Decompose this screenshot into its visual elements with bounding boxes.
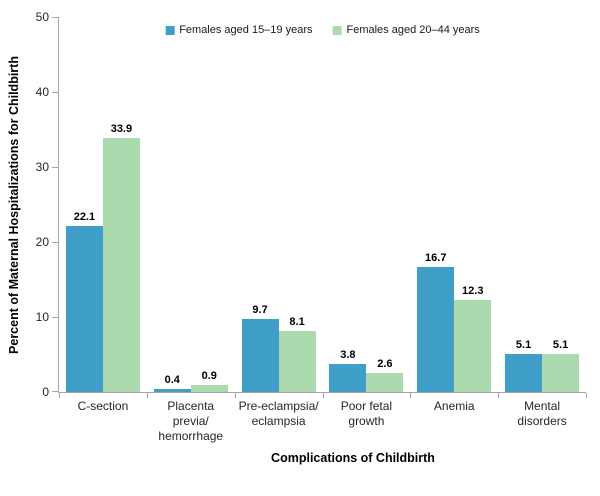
x-tick-mark	[410, 393, 411, 398]
bar-value-label: 9.7	[252, 304, 268, 317]
bar-series-1	[417, 266, 455, 392]
y-tick-label: 40	[35, 85, 49, 99]
bar-series-2	[102, 137, 140, 392]
legend-label: Females aged 20–44 years	[346, 24, 480, 36]
bar-value-label: 3.8	[340, 348, 356, 361]
bar-value-label: 12.3	[462, 284, 484, 297]
y-tick-mark	[52, 242, 58, 243]
y-tick-label: 20	[35, 235, 49, 249]
y-tick-label: 10	[35, 310, 49, 324]
y-tick-mark	[52, 391, 58, 392]
y-tick-label: 50	[35, 10, 49, 24]
bar-value-label: 0.9	[201, 370, 217, 383]
x-category-label: Mental disorders	[517, 399, 567, 428]
y-tick-mark	[52, 17, 58, 18]
y-tick-mark	[52, 317, 58, 318]
bar-series-2	[454, 299, 492, 392]
y-tick-mark	[52, 92, 58, 93]
x-tick-mark	[498, 393, 499, 398]
x-category-label: Placenta previa/ hemorrhage	[158, 399, 224, 443]
legend: Females aged 15–19 years Females aged 20–…	[165, 24, 480, 36]
bar-value-label: 33.9	[110, 122, 133, 135]
x-category-label: Anemia	[433, 399, 475, 413]
bar-value-label: 5.1	[552, 338, 569, 351]
y-axis-title: Percent of Maternal Hospitalizations for…	[7, 56, 21, 354]
bar-value-label: 16.7	[425, 251, 447, 264]
legend-swatch-icon	[332, 25, 342, 35]
x-tick-mark	[586, 393, 587, 398]
bar-value-label: 8.1	[289, 316, 305, 329]
bar-series-1	[153, 389, 191, 392]
bar-series-2	[190, 385, 228, 392]
x-tick-mark	[59, 393, 60, 398]
x-category-label: Pre-eclampsia/ eclampsia	[238, 399, 319, 428]
x-category-label: Poor fetal growth	[340, 399, 393, 428]
y-tick-label: 30	[35, 160, 49, 174]
legend-item: Females aged 15–19 years	[165, 24, 313, 36]
bar-value-label: 2.6	[377, 357, 393, 370]
x-tick-mark	[323, 393, 324, 398]
bar-value-label: 22.1	[73, 211, 96, 224]
bar-series-2	[366, 372, 404, 392]
legend-item: Females aged 20–44 years	[332, 24, 480, 36]
bar-series-1	[505, 353, 543, 392]
bar-value-label: 5.1	[515, 338, 532, 351]
legend-label: Females aged 15–19 years	[179, 24, 313, 36]
y-tick-mark	[52, 167, 58, 168]
bar-value-label: 0.4	[164, 374, 180, 386]
legend-swatch-icon	[165, 25, 175, 35]
bar-series-2	[542, 353, 580, 392]
plot-area: Females aged 15–19 years Females aged 20–…	[36, 10, 587, 443]
x-category-label: C-section	[77, 399, 129, 413]
x-axis-title: Complications of Childbirth	[271, 451, 435, 465]
y-tick-label: 0	[42, 385, 49, 399]
bar-series-1	[329, 363, 367, 392]
x-tick-mark	[147, 393, 148, 398]
bar-series-1	[65, 226, 103, 392]
bar-series-2	[278, 331, 316, 392]
x-tick-mark	[235, 393, 236, 398]
bar-series-1	[241, 319, 279, 392]
